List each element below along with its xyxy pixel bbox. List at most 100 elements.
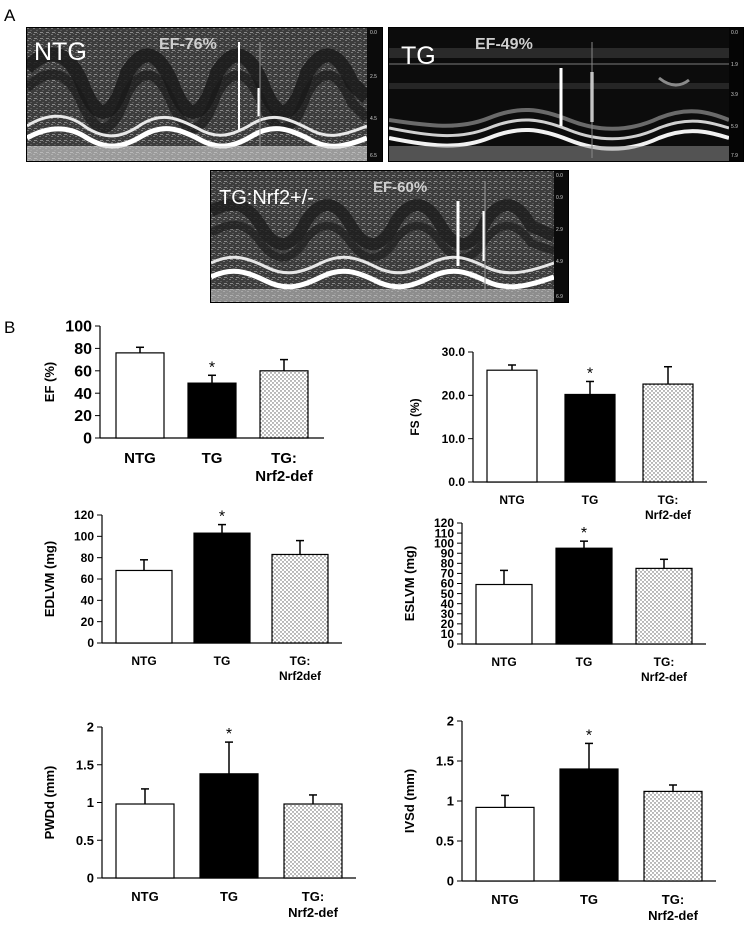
- y-tick-label: 100: [434, 536, 454, 550]
- y-tick-label: 90: [441, 546, 455, 560]
- bar: [259, 370, 309, 439]
- chart-svg: 0 20 40 60 80 100 EF (%) NTG * TG TG: Nrf2-def: [42, 319, 324, 485]
- depth-tick: 6.5: [370, 153, 377, 159]
- bar: [559, 768, 619, 882]
- echo-tg-svg: [389, 28, 743, 161]
- y-tick-label: 2: [447, 714, 454, 729]
- y-tick-label: 80: [74, 341, 92, 358]
- category-label-line: Nrf2-def: [288, 905, 339, 920]
- edlvm-bar-chart: 0 20 40 60 80 100 120 EDLVM (mg) NTG * TG TG: Nrf2de…: [40, 507, 350, 683]
- bar: [271, 553, 329, 644]
- pwdd-bar-chart: 0 0.5 1 1.5 2 PWDd (mm) NTG * TG TG: Nrf2-def: [40, 715, 356, 925]
- bar: [199, 773, 259, 879]
- category-label-line: TG:: [302, 889, 324, 904]
- category-label-line: TG:: [271, 450, 297, 467]
- y-tick-label: 100: [65, 319, 92, 336]
- y-tick-label: 0: [447, 637, 454, 651]
- depth-tick: 2.9: [556, 227, 563, 233]
- significance-marker: *: [581, 525, 587, 542]
- category-label: TG: Nrf2-def: [255, 450, 314, 485]
- category-label: TG: [202, 450, 223, 467]
- y-axis-label: IVSd (mm): [402, 769, 417, 833]
- echo-image-tg-nrf2: TG:Nrf2+/- EF-60% 0.0 0.9 2.9 4.9 6.9: [210, 170, 569, 303]
- category-label-line: TG:: [658, 493, 679, 507]
- y-axis-label: EF (%): [42, 362, 57, 402]
- significance-marker: *: [219, 509, 225, 526]
- depth-tick: 5.9: [731, 124, 738, 130]
- y-tick-label: 20.0: [442, 389, 466, 403]
- y-tick-label: 20: [74, 408, 92, 425]
- category-label: TG: [220, 889, 238, 904]
- chart-svg: 0 0.5 1 1.5 2 PWDd (mm) NTG * TG TG: Nrf2-def: [42, 720, 356, 920]
- y-tick-label: 1.5: [76, 757, 94, 772]
- category-label: NTG: [131, 654, 156, 668]
- chart-svg: 0 0.5 1 1.5 2 IVSd (mm) NTG * TG TG: Nrf2-def: [402, 714, 716, 923]
- category-label: NTG: [131, 889, 158, 904]
- bar: [635, 567, 693, 645]
- depth-tick: 7.9: [731, 153, 738, 159]
- y-tick-label: 80: [441, 557, 455, 571]
- category-label-line: Nrf2def: [279, 669, 322, 683]
- bar: [187, 382, 237, 439]
- echo-label-ntg: NTG: [34, 38, 87, 66]
- y-tick-label: 0: [447, 874, 454, 889]
- depth-tick: 1.9: [731, 62, 738, 68]
- category-label: NTG: [491, 655, 516, 669]
- y-tick-label: 10: [441, 627, 455, 641]
- category-label: NTG: [491, 892, 518, 907]
- y-tick-label: 0: [87, 636, 94, 650]
- y-tick-label: 50: [441, 587, 455, 601]
- depth-tick: 3.9: [731, 92, 738, 98]
- category-label-line: Nrf2-def: [645, 508, 692, 522]
- category-label-line: TG: [582, 493, 599, 507]
- bar: [115, 352, 165, 439]
- y-tick-label: 1: [447, 794, 454, 809]
- category-label-line: TG: [580, 892, 598, 907]
- ef-bar-chart: 0 20 40 60 80 100 EF (%) NTG * TG TG: Nrf2-def: [40, 314, 350, 514]
- category-label-line: TG: [202, 450, 223, 467]
- category-label-line: NTG: [491, 655, 516, 669]
- depth-tick: 6.9: [556, 294, 563, 300]
- y-tick-label: 0.5: [436, 834, 454, 849]
- category-label-line: NTG: [491, 892, 518, 907]
- echo-tg-nrf2-svg: [211, 171, 568, 302]
- echo-ef-tg-nrf2: EF-60%: [373, 179, 428, 196]
- significance-marker: *: [226, 726, 232, 743]
- depth-tick: 0.0: [731, 30, 738, 36]
- depth-tick: 2.5: [370, 74, 377, 80]
- depth-tick: 0.0: [370, 30, 377, 36]
- y-tick-label: 60: [81, 572, 95, 586]
- category-label-line: NTG: [131, 654, 156, 668]
- y-tick-label: 40: [81, 594, 95, 608]
- depth-tick: 4.5: [370, 116, 377, 122]
- y-axis-label: ESLVM (mg): [402, 546, 417, 622]
- significance-marker: *: [587, 365, 593, 382]
- category-label: TG: [576, 655, 593, 669]
- bar: [475, 583, 533, 645]
- category-label-line: TG:: [654, 655, 675, 669]
- category-label: TG: Nrf2-def: [648, 892, 699, 923]
- y-tick-label: 110: [435, 526, 455, 540]
- category-label-line: Nrf2-def: [641, 670, 688, 684]
- bar: [475, 806, 535, 882]
- category-label-line: TG:: [662, 892, 684, 907]
- bar: [486, 369, 538, 483]
- y-axis-label: FS (%): [408, 398, 422, 435]
- depth-tick: 0.0: [556, 173, 563, 179]
- category-label: TG: [580, 892, 598, 907]
- y-tick-label: 100: [74, 530, 94, 544]
- y-tick-label: 10.0: [442, 432, 466, 446]
- y-tick-label: 2: [87, 720, 94, 735]
- y-axis-label: PWDd (mm): [42, 766, 57, 840]
- y-tick-label: 60: [441, 577, 455, 591]
- category-label-line: NTG: [131, 889, 158, 904]
- depth-scale-tg-nrf2: 0.0 0.9 2.9 4.9 6.9: [556, 173, 568, 302]
- y-tick-label: 0.5: [76, 833, 94, 848]
- y-tick-label: 120: [74, 508, 94, 522]
- depth-scale-tg: 0.0 1.9 3.9 5.9 7.9: [731, 30, 743, 161]
- y-tick-label: 70: [441, 567, 455, 581]
- category-label-line: NTG: [124, 450, 156, 467]
- panel-a-label: A: [4, 6, 16, 25]
- y-tick-label: 80: [81, 551, 95, 565]
- chart-svg: 0 20 40 60 80 100 120 EDLVM (mg) NTG * TG TG: Nrf2de…: [42, 508, 342, 683]
